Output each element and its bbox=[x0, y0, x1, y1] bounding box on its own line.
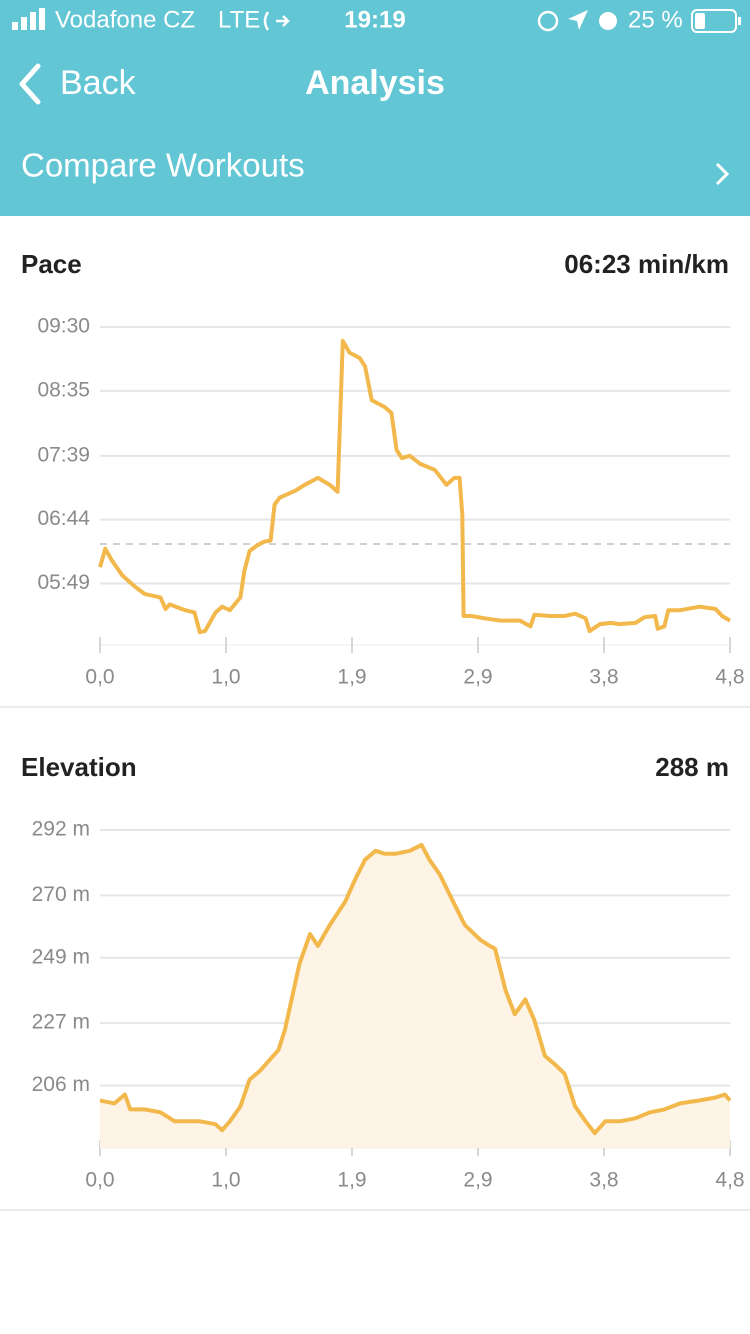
y-tick-label: 07:39 bbox=[37, 443, 90, 466]
y-tick-label: 249 m bbox=[32, 945, 90, 968]
chart-title: Elevation bbox=[21, 752, 137, 782]
x-tick-label: 1,0 bbox=[211, 1169, 240, 1192]
y-tick-label: 292 m bbox=[32, 818, 90, 841]
x-tick-label: 3,8 bbox=[589, 666, 618, 689]
nav-title: Analysis bbox=[305, 64, 445, 102]
battery-tip bbox=[738, 17, 741, 25]
alarm-icon bbox=[599, 12, 617, 30]
x-tick-label: 2,9 bbox=[463, 666, 492, 689]
chart-title: Pace bbox=[21, 249, 82, 279]
y-tick-label: 206 m bbox=[32, 1073, 90, 1096]
compare-workouts-row[interactable]: Compare Workouts bbox=[21, 147, 730, 186]
y-tick-label: 05:49 bbox=[37, 571, 90, 594]
x-tick-label: 4,8 bbox=[715, 1169, 744, 1192]
x-tick-label: 1,9 bbox=[337, 1169, 366, 1192]
battery-percent: 25 % bbox=[628, 6, 683, 33]
y-tick-label: 227 m bbox=[32, 1011, 90, 1034]
x-tick-label: 1,9 bbox=[337, 666, 366, 689]
y-tick-label: 09:30 bbox=[37, 315, 90, 338]
back-chevron[interactable] bbox=[19, 63, 41, 105]
elevation-area bbox=[100, 844, 730, 1148]
y-tick-label: 270 m bbox=[32, 883, 90, 906]
disclosure-chevron[interactable] bbox=[715, 162, 730, 186]
chart-summary: 06:23 min/km bbox=[564, 249, 729, 279]
network: LTE bbox=[218, 6, 260, 33]
y-tick-label: 06:44 bbox=[37, 507, 90, 530]
back-label[interactable]: Back bbox=[60, 64, 137, 102]
x-tick-label: 0,0 bbox=[85, 1169, 114, 1192]
compare-workouts-label[interactable]: Compare Workouts bbox=[21, 147, 305, 184]
battery-icon bbox=[691, 9, 737, 33]
battery-level bbox=[695, 13, 705, 29]
header-background bbox=[0, 0, 750, 216]
x-tick-label: 2,9 bbox=[463, 1169, 492, 1192]
pace-line bbox=[98, 338, 732, 635]
chart-summary: 288 m bbox=[655, 752, 729, 782]
location-icon bbox=[568, 10, 588, 30]
x-tick-label: 1,0 bbox=[211, 666, 240, 689]
x-tick-label: 4,8 bbox=[715, 666, 744, 689]
clock: 19:19 bbox=[344, 6, 405, 33]
call-icon bbox=[263, 11, 290, 31]
lock-icon bbox=[537, 10, 559, 32]
x-tick-label: 0,0 bbox=[85, 666, 114, 689]
elevation-line bbox=[99, 842, 732, 1136]
signal-icon bbox=[12, 8, 45, 30]
y-tick-label: 08:35 bbox=[37, 378, 90, 401]
x-tick-label: 3,8 bbox=[589, 1169, 618, 1192]
back-button[interactable]: Back bbox=[19, 63, 137, 105]
carrier: Vodafone CZ bbox=[55, 6, 195, 33]
